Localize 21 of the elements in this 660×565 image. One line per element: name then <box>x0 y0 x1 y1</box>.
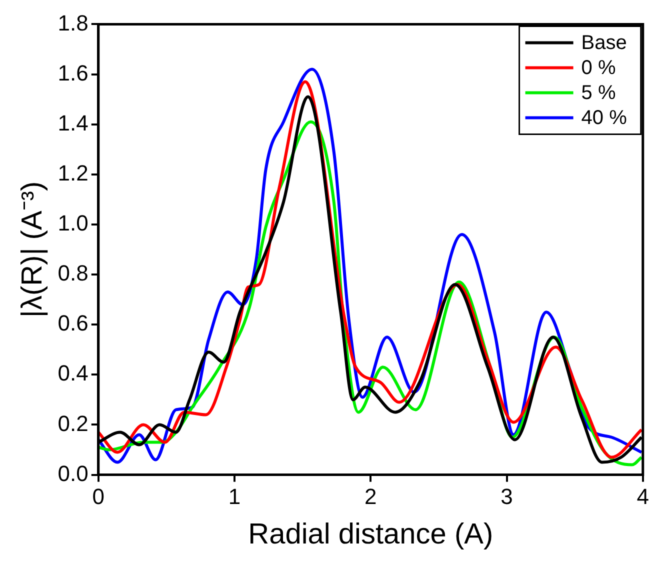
y-tick-label: 0.6 <box>58 310 88 336</box>
y-axis-title: |λ(R)| (A⁻³) <box>16 181 48 318</box>
y-tick-label: 1.8 <box>58 10 88 36</box>
y-tick-label: 1.0 <box>58 210 88 236</box>
x-tick-label: 0 <box>92 484 105 510</box>
legend-label: Base <box>581 32 627 54</box>
y-tick-label: 1.4 <box>58 110 88 136</box>
y-tick-label: 1.6 <box>58 60 88 86</box>
x-tick-label: 2 <box>364 484 377 510</box>
legend-label: 40 % <box>581 107 628 130</box>
legend-label: 0 % <box>581 57 616 80</box>
x-tick-label: 4 <box>636 484 650 510</box>
y-tick-label: 0.8 <box>58 260 88 286</box>
legend-label: 5 % <box>581 82 616 104</box>
y-tick-label: 0.0 <box>58 460 88 486</box>
y-tick-label: 0.2 <box>58 410 88 436</box>
x-tick-label: 3 <box>500 484 513 510</box>
y-tick-label: 0.4 <box>58 360 88 386</box>
x-tick-label: 1 <box>228 484 241 510</box>
x-axis-title: Radial distance (A) <box>248 518 494 551</box>
y-tick-label: 1.2 <box>58 160 88 186</box>
